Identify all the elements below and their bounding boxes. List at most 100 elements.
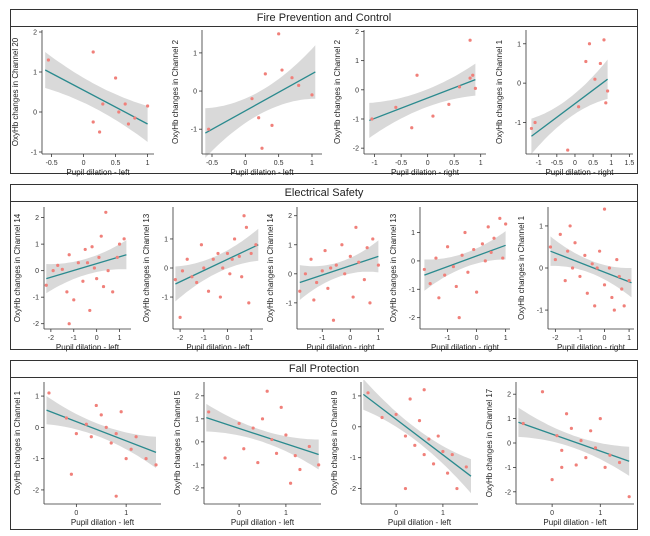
data-point	[368, 301, 372, 305]
data-point	[376, 263, 380, 267]
data-point	[569, 426, 573, 430]
y-tick-label: 0	[195, 439, 199, 446]
data-point	[622, 304, 626, 308]
x-tick-label: 0.5	[111, 160, 121, 167]
data-point	[610, 295, 614, 300]
data-point	[307, 444, 311, 449]
data-point	[92, 266, 96, 270]
scatter-plot: -1 0 1 -2 -1 0 1 Pupil dilation - right OxyHb ch…	[389, 207, 510, 352]
data-point	[415, 73, 419, 77]
x-tick-label: -1	[444, 335, 450, 342]
x-axis-label: Pupil dilation - left	[186, 343, 250, 352]
x-axis-label: Pupil dilation - left	[231, 518, 295, 527]
data-point	[260, 417, 265, 421]
y-tick-label: 1	[35, 394, 39, 401]
x-axis-label: Pupil dilation - right	[557, 343, 626, 352]
regression-line	[44, 69, 148, 125]
data-point	[254, 243, 258, 247]
x-tick-label: 0	[603, 335, 607, 342]
data-point	[602, 38, 606, 42]
data-point	[380, 415, 384, 420]
data-point	[117, 110, 121, 114]
data-point	[260, 146, 264, 150]
scatter-panel: -0.5 0 0.5 1 -1 0 1 2 Pupil dilation - left OxyHb…	[8, 28, 158, 178]
confidence-band	[531, 59, 608, 154]
data-point	[394, 412, 398, 417]
y-tick-label: 0	[288, 271, 292, 278]
data-point	[310, 93, 314, 97]
scatter-plot: 0 1 -2 -1 0 1 2 Pupil dilation - left OxyHb chan…	[485, 382, 634, 527]
data-point	[114, 432, 118, 436]
data-point	[119, 410, 123, 414]
data-point	[366, 391, 370, 395]
y-axis-label: OxyHb changes in Channel 17	[485, 388, 494, 497]
data-point	[437, 296, 441, 300]
data-point	[568, 224, 572, 228]
y-tick-label: 2	[288, 213, 292, 220]
data-point	[604, 101, 608, 105]
y-tick-label: 1	[193, 50, 197, 57]
y-tick-label: -2	[33, 321, 39, 328]
data-point	[199, 243, 204, 247]
data-point	[237, 421, 241, 426]
y-tick-label: 2	[355, 29, 359, 36]
data-point	[297, 83, 301, 87]
data-point	[357, 260, 361, 264]
data-point	[114, 494, 118, 498]
scatter-plot: -0.5 0 0.5 1 -1 0 1 2 Pupil dilation - left OxyHb…	[11, 30, 154, 177]
x-tick-label: 0	[426, 160, 430, 167]
data-point	[277, 32, 281, 36]
confidence-band	[363, 378, 471, 494]
data-point	[598, 61, 602, 66]
section-title: Fire Prevention and Control	[11, 10, 637, 27]
data-point	[455, 486, 459, 491]
scatter-panel: -0.5 0 0.5 1 -1 0 1 Pupil dilation - left OxyHb …	[168, 28, 326, 178]
data-point	[589, 429, 593, 433]
regression-line	[175, 244, 259, 285]
y-tick-label: -1	[162, 295, 168, 302]
scatter-plot: 0 1 -2 -1 0 1 2 Pupil dilation - left OxyHb chan…	[173, 382, 321, 527]
data-point	[593, 446, 598, 450]
data-point	[550, 478, 554, 482]
data-point	[607, 266, 612, 270]
data-point	[450, 452, 454, 457]
data-point	[216, 251, 220, 256]
y-tick-label: 0	[35, 425, 39, 432]
data-point	[583, 253, 587, 257]
data-point	[334, 263, 338, 267]
regression-line	[424, 244, 506, 276]
data-point	[521, 421, 525, 426]
data-point	[46, 58, 51, 62]
data-point	[228, 272, 232, 276]
data-point	[257, 116, 261, 120]
data-point	[106, 269, 110, 273]
y-tick-label: 1	[164, 236, 168, 243]
data-point	[593, 304, 597, 308]
data-point	[122, 237, 126, 241]
data-point	[431, 462, 436, 466]
data-point	[117, 242, 122, 246]
x-tick-label: 0	[74, 510, 78, 517]
y-tick-label: 0	[352, 424, 356, 431]
data-point	[312, 298, 316, 302]
data-point	[101, 102, 105, 106]
data-point	[91, 50, 95, 54]
regression-line	[299, 255, 379, 284]
y-axis-label: OxyHb changes in Channel 14	[266, 213, 275, 322]
data-point	[114, 76, 118, 80]
x-tick-label: 0.5	[274, 160, 284, 167]
x-tick-label: 1	[609, 160, 613, 167]
confidence-band	[46, 396, 156, 468]
data-point	[126, 122, 130, 126]
x-tick-label: 0	[237, 510, 241, 517]
x-tick-label: 1	[627, 335, 631, 342]
scatter-panel: -2 -1 0 1 -2 -1 0 1 2 Pupil dilation - left OxyHb …	[10, 205, 135, 353]
data-point	[206, 289, 211, 293]
y-axis-label: OxyHb changes in Channel 1	[517, 215, 526, 320]
data-point	[587, 42, 592, 46]
data-point	[417, 419, 422, 423]
data-point	[247, 301, 251, 305]
section-title: Fall Protection	[11, 361, 637, 378]
data-point	[144, 457, 148, 461]
